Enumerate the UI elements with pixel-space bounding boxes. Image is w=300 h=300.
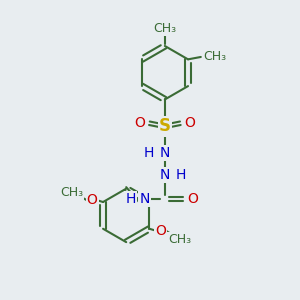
Text: N: N	[160, 168, 170, 182]
Text: CH₃: CH₃	[60, 186, 83, 199]
Text: O: O	[184, 116, 195, 130]
Text: O: O	[187, 192, 198, 206]
Text: H: H	[125, 192, 136, 206]
Text: CH₃: CH₃	[203, 50, 226, 63]
Text: N: N	[140, 192, 150, 206]
Text: O: O	[155, 224, 166, 238]
Text: CH₃: CH₃	[168, 233, 192, 246]
Text: H: H	[176, 168, 186, 182]
Text: H: H	[143, 146, 154, 160]
Text: CH₃: CH₃	[153, 22, 176, 35]
Text: N: N	[160, 146, 170, 160]
Text: S: S	[159, 117, 171, 135]
Text: O: O	[87, 193, 98, 207]
Text: O: O	[134, 116, 145, 130]
